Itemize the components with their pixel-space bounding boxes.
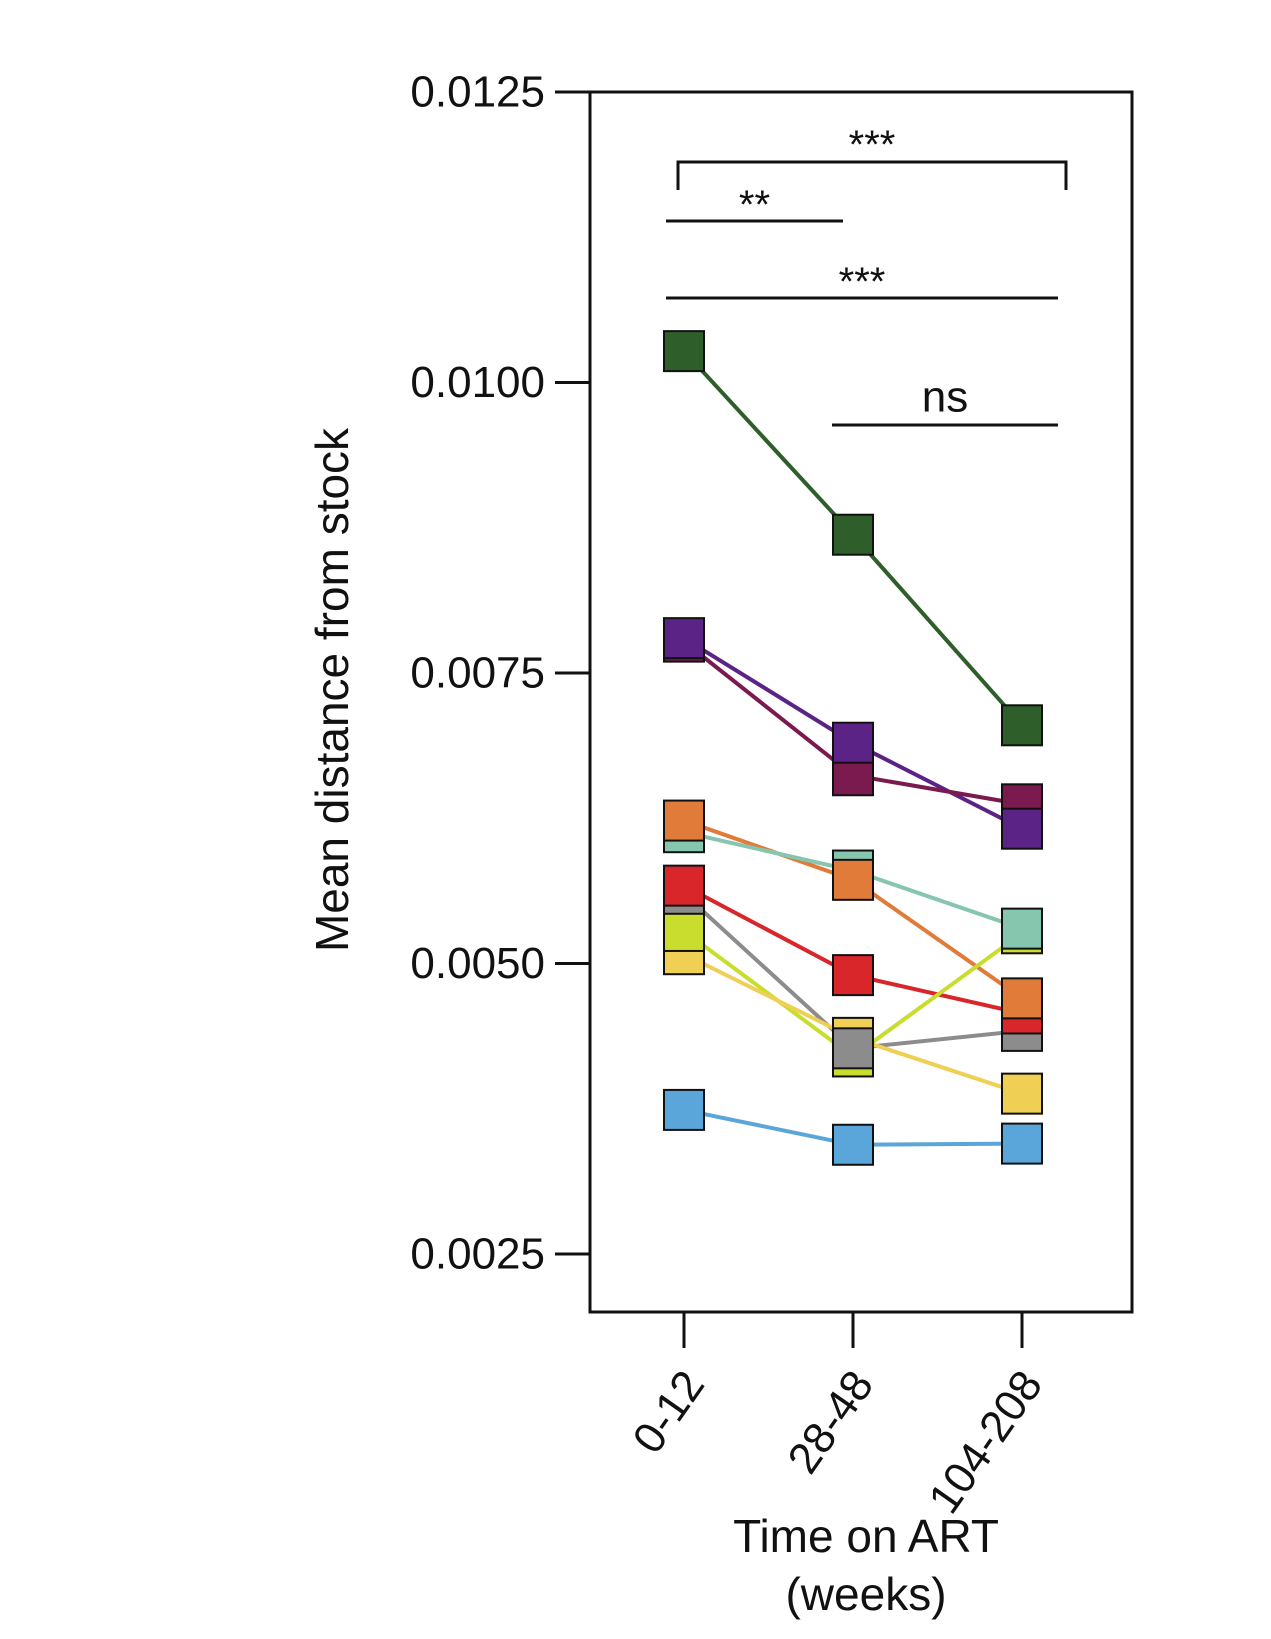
x-tick-label: 28-48 (778, 1362, 883, 1482)
data-point (832, 858, 874, 901)
data-point (1001, 807, 1043, 850)
y-tick-label: 0.0025 (410, 1230, 545, 1279)
x-axis-title-line-2: (weeks) (785, 1568, 946, 1620)
significance-label: ns (922, 373, 968, 422)
significance-label: ** (739, 183, 770, 227)
data-point (1001, 1072, 1043, 1115)
y-tick-label: 0.0050 (410, 939, 545, 988)
axes (588, 90, 1134, 1314)
series-markers (663, 330, 1043, 1166)
plot-frame (588, 90, 1134, 1314)
data-point (663, 799, 705, 842)
y-ticks: 0.0025 0.0050 0.0075 0.0100 0.0125 (410, 68, 590, 1279)
y-tick-label: 0.0075 (410, 649, 545, 698)
data-point (832, 954, 874, 997)
significance-label: *** (839, 260, 886, 304)
data-point (663, 330, 705, 373)
y-tick-label: 0.0100 (410, 358, 545, 407)
data-series (663, 330, 1043, 1166)
data-point (663, 617, 705, 660)
data-point (1001, 907, 1043, 950)
significance-label: *** (849, 123, 896, 167)
data-point (1001, 977, 1043, 1020)
data-point (663, 909, 705, 952)
data-point (1001, 1122, 1043, 1165)
x-ticks: 0-12 28-48 104-208 (623, 1312, 1052, 1522)
data-point (832, 721, 874, 764)
significance-annotations: ********ns (666, 123, 1068, 427)
y-axis-title: Mean distance from stock (306, 427, 358, 952)
data-point (1001, 704, 1043, 747)
x-axis-title-line-1: Time on ART (733, 1510, 999, 1562)
data-point (663, 1088, 705, 1131)
y-tick-label: 0.0125 (410, 68, 545, 117)
data-point (663, 864, 705, 907)
data-point (832, 1027, 874, 1070)
data-point (832, 1123, 874, 1166)
data-point (832, 513, 874, 556)
x-tick-label: 104-208 (919, 1362, 1052, 1522)
significance-bracket (676, 160, 1068, 190)
x-tick-label: 0-12 (623, 1362, 714, 1462)
